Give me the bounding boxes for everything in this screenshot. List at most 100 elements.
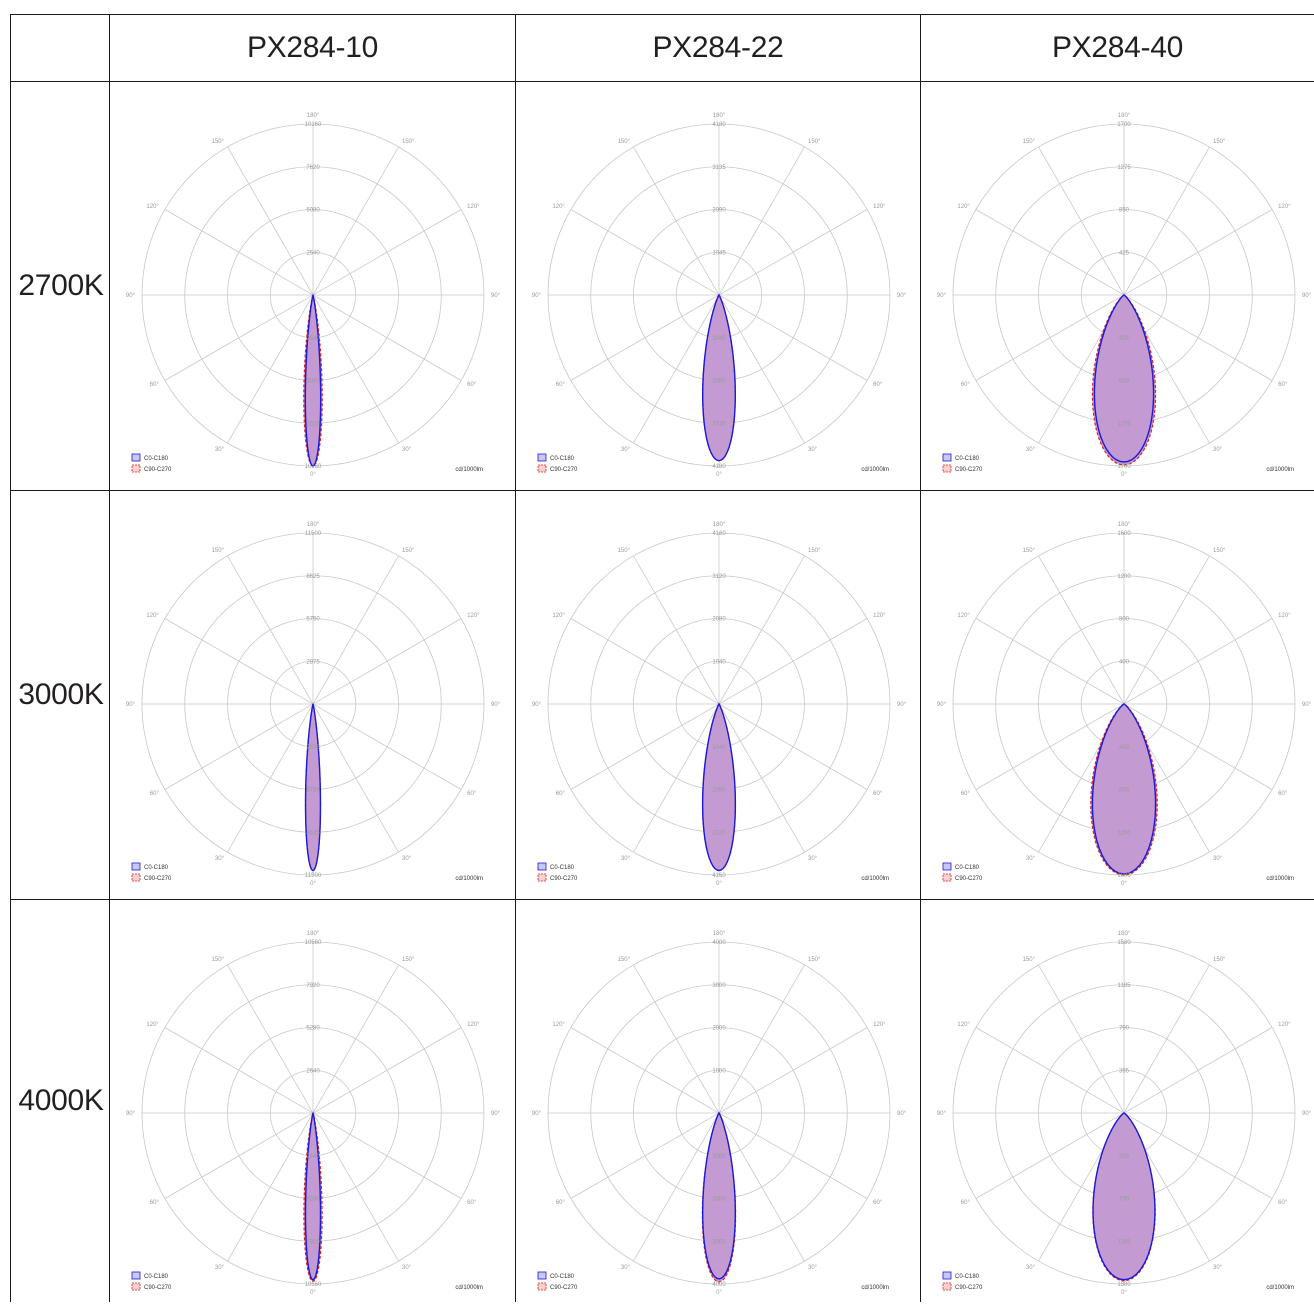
angle-label: 90°	[532, 702, 542, 708]
unit-label: cd/1000lm	[455, 467, 483, 473]
legend-label: C90-C270	[550, 467, 578, 473]
angle-label: 180°	[713, 522, 726, 528]
angle-label: 120°	[1278, 613, 1291, 619]
ring-value-label: 4160	[712, 873, 726, 879]
ring-value-label: 5750	[306, 788, 320, 794]
ring-value-label: 1000	[712, 1154, 726, 1160]
angle-label: 60°	[873, 791, 883, 797]
legend-label: C90-C270	[550, 876, 578, 882]
angle-label: 90°	[937, 702, 947, 708]
angle-label: 120°	[957, 613, 970, 619]
angle-label: 60°	[150, 791, 160, 797]
legend-swatch-c90	[131, 873, 141, 882]
angle-label: 150°	[1213, 139, 1226, 145]
ring-value-label: 10160	[305, 122, 322, 128]
series-c0-c180-line	[304, 294, 322, 467]
angle-label: 180°	[713, 113, 726, 119]
ring-value-label: 1580	[1117, 940, 1131, 946]
ring-value-label: 2875	[306, 745, 320, 751]
legend-label: C0-C180	[550, 865, 575, 871]
ring-value-label: 2090	[712, 379, 726, 385]
ring-value-label: 1700	[1117, 464, 1131, 470]
ring-value-label: 400	[1119, 659, 1130, 665]
ring-value-label: 1275	[1117, 165, 1131, 171]
angle-label: 60°	[1278, 382, 1288, 388]
polar-chart-cell: 150° 150° 120° 120° 90° 90° 60° 60° 30° 30° 180° 0°…	[921, 491, 1314, 899]
beam-fill	[1093, 1113, 1155, 1280]
angle-label: 60°	[873, 1200, 883, 1206]
ring-value-label: 850	[1119, 379, 1130, 385]
angle-label: 30°	[402, 447, 412, 453]
angle-label: 120°	[957, 1022, 970, 1028]
legend-swatch-c90	[537, 873, 547, 882]
angle-label: 120°	[146, 1022, 159, 1028]
polar-chart-cell: 150° 150° 120° 120° 90° 90° 60° 60° 30° 30° 180° 0°…	[110, 82, 514, 490]
polar-chart: 150° 150° 120° 120° 90° 90° 60° 60° 30° 30° 180° 0°…	[937, 931, 1312, 1296]
polar-chart: 150° 150° 120° 120° 90° 90° 60° 60° 30° 30° 180° 0°…	[937, 113, 1312, 478]
unit-label: cd/1000lm	[455, 1285, 483, 1291]
ring-value-label: 790	[1119, 1026, 1130, 1032]
legend-label: C90-C270	[144, 876, 172, 882]
ring-value-label: 7620	[306, 421, 320, 427]
angle-label: 60°	[467, 382, 477, 388]
polar-chart-cell: 150° 150° 120° 120° 90° 90° 60° 60° 30° 30° 180° 0°…	[110, 900, 514, 1308]
angle-label: 150°	[212, 957, 225, 963]
angle-label: 120°	[957, 204, 970, 210]
angle-label: 90°	[532, 293, 542, 299]
ring-value-label: 425	[1119, 250, 1130, 256]
legend-label: C0-C180	[144, 1274, 169, 1280]
legend-swatch-c0	[537, 862, 547, 871]
angle-label: 0°	[1121, 472, 1127, 478]
angle-label: 0°	[716, 472, 722, 478]
angle-label: 150°	[618, 139, 631, 145]
polar-chart-cell: 150° 150° 120° 120° 90° 90° 60° 60° 30° 30° 180° 0°…	[516, 491, 920, 899]
angle-label: 120°	[552, 1022, 565, 1028]
legend-swatch-c0	[131, 453, 141, 462]
polar-chart: 150° 150° 120° 120° 90° 90° 60° 60° 30° 30° 180° 0°…	[532, 522, 907, 887]
ring-value-label: 10560	[305, 940, 322, 946]
angle-label: 120°	[146, 204, 159, 210]
angle-label: 30°	[215, 856, 225, 862]
series-c0-c180-line	[1093, 294, 1155, 463]
angle-label: 150°	[1023, 139, 1036, 145]
angle-label: 90°	[897, 1111, 907, 1117]
unit-label: cd/1000lm	[861, 876, 889, 882]
ring-value-label: 2000	[712, 1026, 726, 1032]
angle-label: 150°	[212, 139, 225, 145]
ring-value-label: 790	[1119, 1197, 1130, 1203]
polar-chart: 150° 150° 120° 120° 90° 90° 60° 60° 30° 30° 180° 0°…	[937, 522, 1312, 887]
series-c0-c180-line	[304, 1112, 322, 1281]
ring-value-label: 1200	[1117, 830, 1131, 836]
ring-value-label: 2080	[712, 617, 726, 623]
ring-value-label: 4000	[712, 1282, 726, 1288]
angle-label: 90°	[491, 1111, 501, 1117]
angle-label: 30°	[621, 856, 631, 862]
angle-label: 30°	[808, 1265, 818, 1271]
angle-label: 0°	[310, 472, 316, 478]
ring-value-label: 1580	[1117, 1282, 1131, 1288]
legend-swatch-c0	[942, 453, 952, 462]
unit-label: cd/1000lm	[861, 1285, 889, 1291]
angle-label: 60°	[150, 1200, 160, 1206]
ring-value-label: 1600	[1117, 531, 1131, 537]
ring-value-label: 1700	[1117, 122, 1131, 128]
legend-label: C90-C270	[144, 1285, 172, 1291]
ring-value-label: 1200	[1117, 574, 1131, 580]
ring-value-label: 850	[1119, 208, 1130, 214]
ring-value-label: 10560	[305, 1282, 322, 1288]
angle-label: 180°	[1118, 522, 1131, 528]
legend-swatch-c0	[942, 1271, 952, 1280]
angle-label: 180°	[713, 931, 726, 937]
angle-label: 180°	[307, 931, 320, 937]
angle-label: 0°	[1121, 1290, 1127, 1296]
angle-label: 180°	[307, 522, 320, 528]
table-border-left	[10, 14, 11, 1302]
legend-label: C90-C270	[144, 467, 172, 473]
ring-value-label: 2640	[306, 1068, 320, 1074]
ring-value-label: 1045	[712, 336, 726, 342]
polar-chart-cell: 150° 150° 120° 120° 90° 90° 60° 60° 30° 30° 180° 0°…	[921, 82, 1314, 490]
polar-chart-cell: 150° 150° 120° 120° 90° 90° 60° 60° 30° 30° 180° 0°…	[516, 900, 920, 1308]
ring-value-label: 3135	[712, 165, 726, 171]
angle-label: 60°	[961, 1200, 971, 1206]
angle-label: 30°	[621, 447, 631, 453]
